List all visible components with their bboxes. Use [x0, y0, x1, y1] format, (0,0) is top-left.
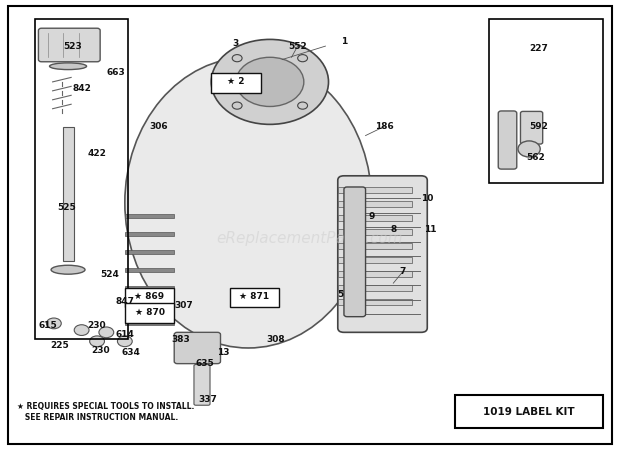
Text: 225: 225: [51, 341, 69, 350]
Circle shape: [74, 325, 89, 335]
Circle shape: [90, 336, 104, 346]
Bar: [35, 19, 128, 339]
Text: ★ 869: ★ 869: [135, 292, 164, 301]
Text: 615: 615: [38, 321, 57, 330]
Text: 663: 663: [106, 68, 125, 77]
FancyBboxPatch shape: [520, 112, 542, 144]
FancyArrow shape: [125, 232, 174, 236]
Text: 230: 230: [88, 321, 107, 330]
FancyBboxPatch shape: [338, 176, 427, 333]
Text: ★ 870: ★ 870: [135, 308, 164, 317]
Circle shape: [46, 318, 61, 329]
Circle shape: [518, 141, 540, 157]
Text: 186: 186: [374, 122, 394, 131]
Bar: [338, 243, 412, 249]
Text: 8: 8: [390, 225, 396, 234]
FancyArrow shape: [125, 250, 174, 254]
Text: 308: 308: [267, 334, 285, 343]
Text: SEE REPAIR INSTRUCTION MANUAL.: SEE REPAIR INSTRUCTION MANUAL.: [17, 413, 178, 422]
FancyArrow shape: [125, 214, 174, 218]
FancyArrow shape: [125, 322, 174, 325]
Circle shape: [211, 40, 329, 124]
Text: 847: 847: [115, 297, 135, 306]
Text: 525: 525: [57, 202, 76, 211]
Bar: [338, 216, 412, 221]
Text: 9: 9: [368, 212, 375, 220]
Text: 635: 635: [196, 359, 215, 368]
Text: 5: 5: [338, 290, 344, 299]
Circle shape: [298, 102, 308, 109]
Bar: [338, 285, 412, 291]
Text: 634: 634: [122, 348, 141, 357]
FancyArrow shape: [125, 268, 174, 271]
Text: 7: 7: [399, 267, 405, 276]
Text: 552: 552: [288, 41, 307, 50]
Text: 10: 10: [421, 194, 433, 202]
FancyBboxPatch shape: [174, 333, 221, 364]
Text: 1019 LABEL KIT: 1019 LABEL KIT: [484, 407, 575, 417]
Text: 337: 337: [199, 395, 218, 404]
FancyArrow shape: [125, 286, 174, 289]
Text: 562: 562: [526, 153, 544, 162]
Text: 842: 842: [72, 84, 91, 93]
Circle shape: [117, 336, 132, 346]
Text: eReplacementParts.com: eReplacementParts.com: [216, 231, 404, 246]
Text: 307: 307: [174, 301, 193, 310]
Bar: [338, 188, 412, 193]
Bar: [338, 271, 412, 277]
FancyBboxPatch shape: [38, 28, 100, 62]
Circle shape: [236, 57, 304, 107]
Bar: [489, 19, 603, 183]
Bar: [338, 299, 412, 305]
Text: 11: 11: [424, 225, 436, 234]
Text: ★ 871: ★ 871: [239, 292, 270, 301]
FancyBboxPatch shape: [455, 395, 603, 428]
FancyBboxPatch shape: [230, 288, 279, 307]
Text: 230: 230: [91, 346, 110, 355]
Bar: [338, 257, 412, 263]
Text: 422: 422: [87, 149, 107, 158]
Text: 614: 614: [115, 330, 135, 339]
Text: 13: 13: [218, 348, 230, 357]
FancyBboxPatch shape: [344, 187, 366, 317]
Text: 523: 523: [63, 41, 82, 50]
Bar: [338, 202, 412, 207]
Bar: [63, 126, 74, 261]
Ellipse shape: [50, 63, 87, 70]
Circle shape: [298, 54, 308, 62]
Circle shape: [232, 102, 242, 109]
Ellipse shape: [51, 265, 85, 274]
Text: 306: 306: [149, 122, 168, 131]
Text: 383: 383: [171, 334, 190, 343]
Text: 592: 592: [529, 122, 548, 131]
FancyArrow shape: [125, 304, 174, 307]
Text: 227: 227: [529, 44, 548, 53]
FancyBboxPatch shape: [194, 364, 210, 405]
Text: 524: 524: [100, 270, 119, 279]
Text: ★ 2: ★ 2: [227, 77, 245, 86]
Text: 3: 3: [232, 40, 239, 49]
Text: 1: 1: [341, 37, 347, 46]
Circle shape: [232, 54, 242, 62]
FancyBboxPatch shape: [125, 303, 174, 323]
Circle shape: [99, 327, 113, 338]
Bar: [338, 230, 412, 235]
FancyBboxPatch shape: [125, 288, 174, 307]
FancyBboxPatch shape: [498, 111, 516, 169]
Text: ★ REQUIRES SPECIAL TOOLS TO INSTALL.: ★ REQUIRES SPECIAL TOOLS TO INSTALL.: [17, 401, 194, 410]
Ellipse shape: [125, 57, 372, 348]
FancyBboxPatch shape: [211, 73, 260, 93]
